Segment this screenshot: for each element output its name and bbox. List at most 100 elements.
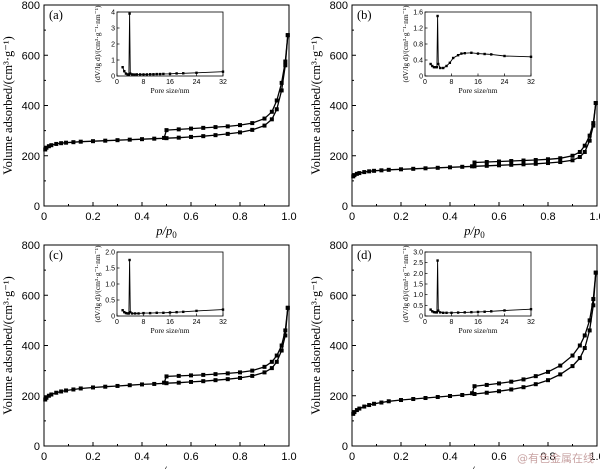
inset-data-point <box>127 73 131 76</box>
x-tick-label: 0.2 <box>393 451 408 463</box>
inset-y-tick-label: 2.0 <box>105 250 115 257</box>
inset-data-point <box>439 311 442 314</box>
data-point <box>274 353 279 358</box>
inset-x-tick-label: 0 <box>115 79 119 86</box>
inset-data-point <box>121 66 124 69</box>
inset-data-point <box>148 73 152 76</box>
y-tick-label: 400 <box>22 101 40 113</box>
data-point <box>411 397 416 402</box>
data-point <box>509 387 514 392</box>
data-point <box>189 126 193 131</box>
inset-data-point <box>221 308 225 311</box>
x-tick-label: 0 <box>41 451 47 463</box>
inset-data-point <box>175 310 178 314</box>
data-point <box>279 348 284 353</box>
inset-y-tick-label: 1.0 <box>105 282 115 289</box>
inset-data-point <box>126 312 129 315</box>
inset-data-point <box>155 72 158 76</box>
x-tick-label: 0.8 <box>540 211 555 223</box>
inset-data-point <box>437 309 440 312</box>
inset-data-point <box>152 73 155 76</box>
data-point <box>269 117 274 122</box>
inset-data-point <box>450 311 453 314</box>
data-point <box>164 381 169 386</box>
x-tick-label: 0.8 <box>540 451 555 463</box>
y-tick-label: 200 <box>330 151 348 163</box>
inset-y-tick-label: 4 <box>111 10 115 17</box>
y-tick-label: 800 <box>22 240 40 252</box>
inset-data-point <box>148 311 152 315</box>
inset-chart: 0 8 16 24 32 0 0.5 1.0 1.5 2.0 2.5 3.0 Pore size/nm (… <box>401 245 535 335</box>
inset-data-point <box>168 311 172 314</box>
data-point <box>64 140 69 145</box>
data-point <box>591 121 596 126</box>
x-tick-label: 0.4 <box>442 451 457 463</box>
x-tick-label: 0.6 <box>491 451 506 463</box>
y-axis-label: Volume adsorbed/(cm³·g⁻¹) <box>309 36 323 174</box>
data-point <box>399 167 403 172</box>
inset-frame <box>424 11 532 77</box>
data-point <box>152 136 157 141</box>
data-point <box>262 116 267 121</box>
data-point <box>44 145 49 150</box>
data-point <box>582 346 587 351</box>
data-point <box>582 149 587 154</box>
data-point <box>274 98 279 103</box>
panel-label: (d) <box>357 248 372 262</box>
data-point <box>484 382 489 387</box>
inset-data-point <box>435 66 439 69</box>
inset-data-point <box>124 72 128 75</box>
inset-data-point <box>175 72 178 75</box>
inset-data-point <box>529 55 533 58</box>
data-point <box>46 144 51 149</box>
y-tick-label: 400 <box>330 101 348 113</box>
data-point <box>386 167 391 172</box>
inset-y-tick-label: 1.5 <box>105 266 115 273</box>
inset-y-tick-label: 0 <box>111 314 115 321</box>
y-tick-label: 200 <box>330 391 348 403</box>
data-point <box>497 159 501 164</box>
data-point <box>225 377 230 382</box>
inset-data-point <box>456 54 460 57</box>
data-point <box>411 166 416 171</box>
data-point <box>379 400 384 405</box>
data-point <box>591 297 596 302</box>
data-point <box>577 356 582 361</box>
data-point <box>201 372 206 377</box>
inset-data-point <box>131 73 134 76</box>
data-point <box>238 375 242 380</box>
y-tick-label: 400 <box>22 341 40 353</box>
inset-data-point <box>182 310 185 314</box>
data-point <box>269 359 274 364</box>
inset-data-point <box>434 66 437 69</box>
data-point <box>521 162 526 167</box>
data-point <box>533 161 538 166</box>
inset-data-point <box>429 308 432 311</box>
y-tick-label: 0 <box>34 201 40 213</box>
inset-y-tick-label: 3.0 <box>413 250 423 257</box>
inset-data-point <box>123 310 126 314</box>
inset-data-point <box>124 311 128 315</box>
inset-data-point <box>121 309 124 312</box>
data-point <box>509 379 514 384</box>
inset-data-point <box>483 52 486 56</box>
data-point <box>164 374 169 379</box>
x-axis-label: p/p0 <box>155 224 177 240</box>
inset-chart: 0 8 16 24 32 0 0.5 1.0 1.5 2.0 Pore size/nm (dV/lg … <box>93 245 227 335</box>
y-tick-label: 0 <box>342 201 348 213</box>
inset-data-point <box>131 312 134 315</box>
data-point <box>577 155 582 160</box>
data-point <box>587 318 592 323</box>
series-line-2 <box>471 102 597 167</box>
inset-x-tick-label: 32 <box>219 319 227 326</box>
x-tick-label: 0.8 <box>232 211 247 223</box>
data-point <box>372 401 377 406</box>
data-point <box>115 138 120 143</box>
data-point <box>399 398 403 403</box>
data-point <box>472 384 477 389</box>
data-point <box>176 127 181 132</box>
y-tick-label: 800 <box>330 240 348 252</box>
inset-data-point <box>432 310 436 314</box>
data-point <box>71 387 76 392</box>
data-point <box>470 164 475 169</box>
